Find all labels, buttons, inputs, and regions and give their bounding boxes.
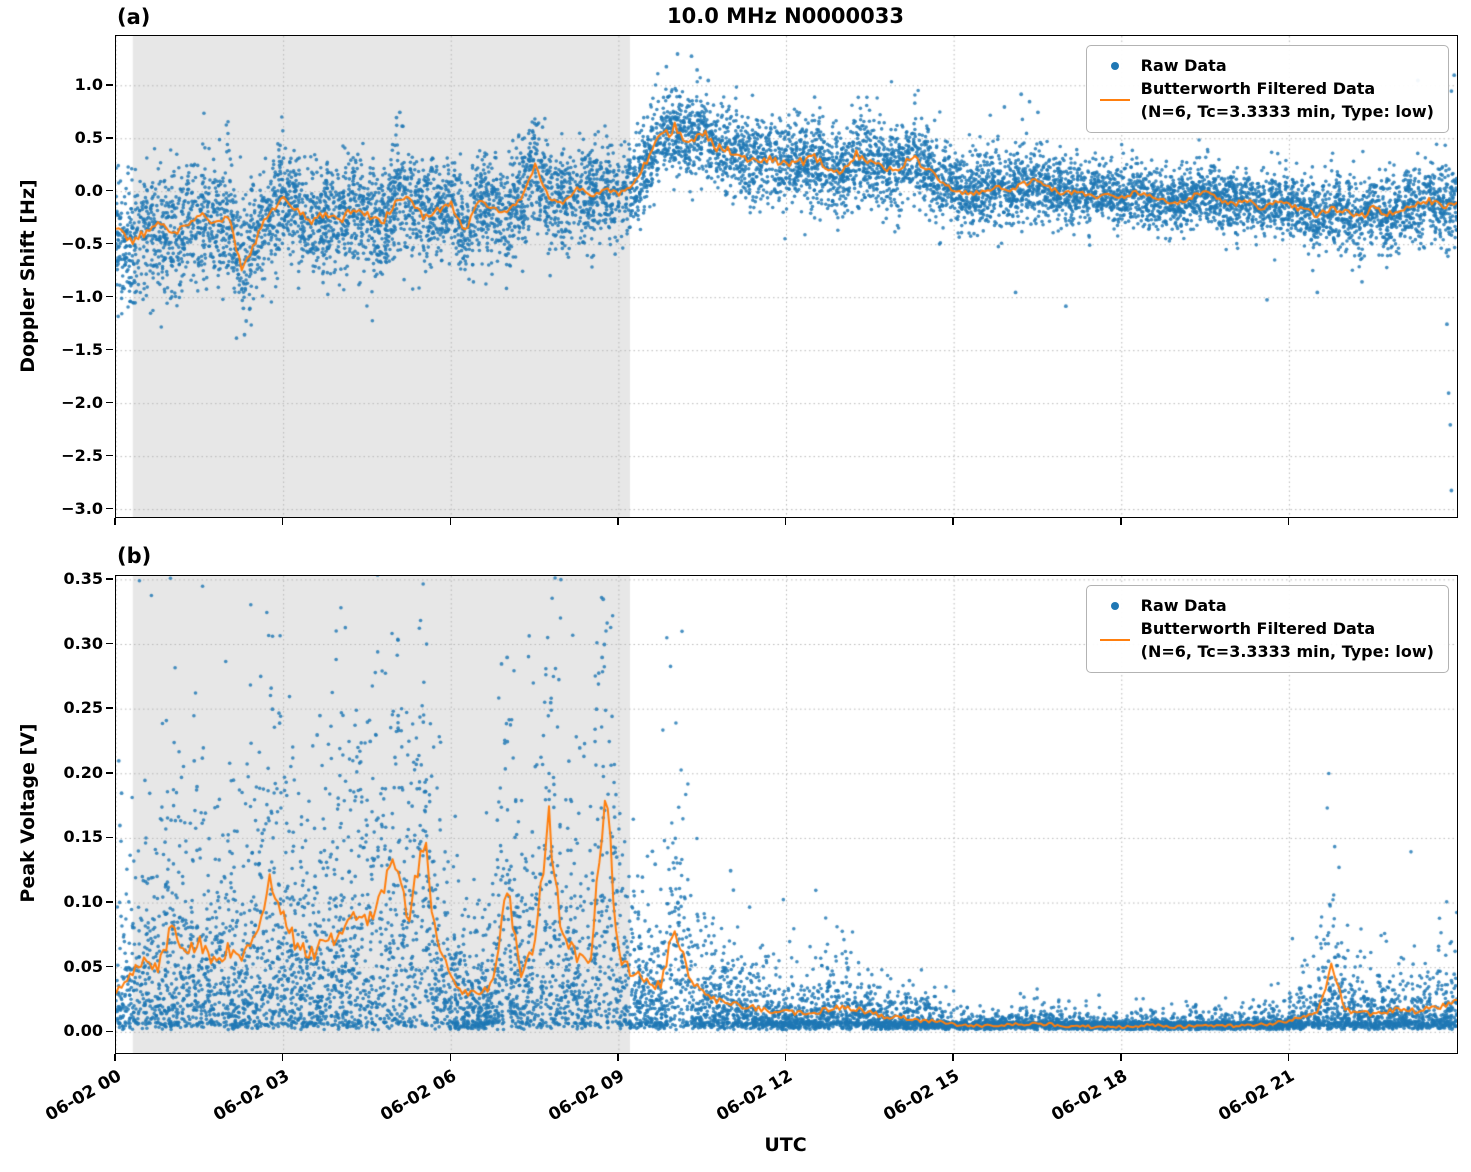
x-tick-label: 06-02 09 — [545, 1066, 628, 1126]
x-tick-mark — [449, 518, 451, 525]
y-tick-mark — [106, 965, 113, 968]
y-tick-mark — [106, 137, 113, 139]
y-tick-mark — [106, 836, 113, 839]
y-tick-mark — [106, 242, 113, 245]
y-tick-label: −1.5 — [61, 339, 103, 359]
x-tick-label: 06-02 06 — [377, 1066, 461, 1126]
y-tick-label: −1.0 — [61, 286, 103, 306]
panel-a-label: (a) — [117, 5, 151, 29]
y-tick-label: 0.20 — [63, 762, 103, 782]
y-tick-label: 0.10 — [63, 892, 103, 912]
x-tick-label: 06-02 12 — [712, 1066, 796, 1126]
x-tick-mark — [617, 518, 619, 525]
legend-panel-b: Raw Data Butterworth Filtered Data (N=6,… — [1085, 585, 1449, 673]
y-tick-label: −2.0 — [61, 392, 103, 412]
x-tick-mark — [1120, 1054, 1122, 1061]
legend-filtered-label-line1: Butterworth Filtered Data — [1140, 79, 1376, 99]
y-tick-label: 0.00 — [63, 1021, 103, 1041]
x-tick-mark — [114, 518, 116, 525]
x-tick-mark — [1120, 518, 1122, 525]
x-tick-mark — [281, 1054, 284, 1061]
y-tick-mark — [106, 707, 113, 709]
y-tick-mark — [106, 295, 113, 298]
x-tick-mark — [1287, 1054, 1290, 1061]
raw-data-marker — [1097, 61, 1133, 70]
y-tick-label: 0.30 — [63, 633, 103, 653]
y-tick-mark — [106, 642, 113, 645]
y-tick-label: 0.05 — [63, 956, 103, 976]
y-tick-label: 0.0 — [74, 180, 103, 200]
filtered-line-marker — [1097, 99, 1133, 102]
y-tick-mark — [106, 454, 113, 457]
y-tick-mark — [106, 401, 113, 404]
x-tick-mark — [114, 1054, 116, 1061]
y-axis-label-voltage: Peak Voltage [V] — [17, 723, 39, 903]
x-tick-mark — [449, 1054, 451, 1061]
x-tick-label: 06-02 03 — [209, 1066, 293, 1126]
panel-b-label: (b) — [117, 544, 152, 568]
y-tick-mark — [106, 578, 113, 580]
x-tick-mark — [952, 518, 954, 525]
y-tick-mark — [106, 901, 113, 903]
figure-title: 10.0 MHz N0000033 — [667, 4, 904, 28]
legend-filtered-label: Butterworth Filtered Data (N=6, Tc=3.333… — [1141, 617, 1434, 663]
x-tick-label: 06-02 18 — [1048, 1066, 1131, 1126]
x-tick-mark — [617, 1054, 619, 1061]
y-tick-label: −3.0 — [61, 498, 103, 518]
y-tick-mark — [106, 348, 113, 351]
y-tick-mark — [106, 507, 113, 510]
y-tick-label: 0.15 — [63, 827, 103, 847]
x-tick-mark — [784, 1054, 787, 1061]
filtered-line-marker — [1097, 639, 1133, 642]
x-tick-mark — [952, 1054, 954, 1061]
y-tick-mark — [106, 1030, 113, 1033]
y-tick-label: 0.25 — [63, 698, 103, 718]
legend-filtered-label-line2: (N=6, Tc=3.3333 min, Type: low) — [1140, 102, 1434, 122]
x-tick-label: 06-02 21 — [1215, 1066, 1299, 1126]
x-tick-mark — [281, 518, 284, 525]
y-tick-mark — [106, 84, 113, 86]
raw-data-marker — [1097, 601, 1133, 610]
legend-raw-label: Raw Data — [1140, 56, 1227, 75]
x-tick-mark — [784, 518, 787, 525]
y-tick-label: 1.0 — [74, 74, 103, 94]
x-axis-label: UTC — [764, 1134, 807, 1156]
legend-filtered-label-line1: Butterworth Filtered Data — [1140, 619, 1376, 639]
legend-filtered-label-line2: (N=6, Tc=3.3333 min, Type: low) — [1140, 642, 1434, 662]
x-tick-mark — [1287, 518, 1290, 525]
y-tick-label: 0.35 — [63, 568, 103, 588]
legend-filtered-label: Butterworth Filtered Data (N=6, Tc=3.333… — [1141, 77, 1434, 123]
y-tick-label: 0.5 — [74, 127, 103, 147]
x-tick-label: 06-02 00 — [42, 1066, 125, 1126]
legend-raw-label: Raw Data — [1140, 596, 1227, 615]
y-tick-label: −0.5 — [61, 233, 103, 253]
y-tick-label: −2.5 — [61, 445, 103, 465]
y-tick-mark — [106, 189, 113, 192]
x-tick-label: 06-02 15 — [880, 1066, 964, 1126]
legend-panel-a: Raw Data Butterworth Filtered Data (N=6,… — [1085, 45, 1449, 133]
y-tick-mark — [106, 772, 113, 774]
